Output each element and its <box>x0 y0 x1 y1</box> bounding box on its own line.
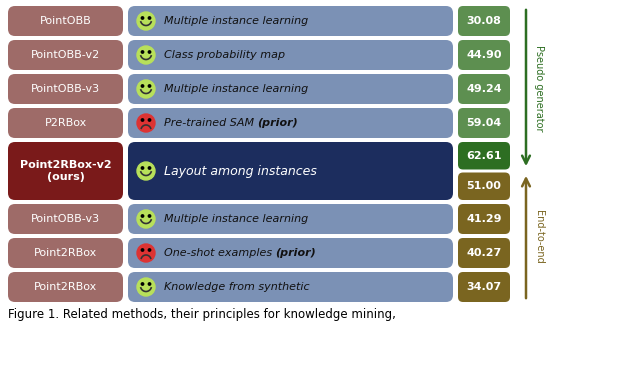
Circle shape <box>148 17 150 19</box>
Text: 34.07: 34.07 <box>467 282 502 292</box>
Text: 62.61: 62.61 <box>467 151 502 161</box>
Circle shape <box>141 51 144 53</box>
Text: Point2RBox: Point2RBox <box>34 282 97 292</box>
Circle shape <box>137 210 155 228</box>
FancyBboxPatch shape <box>458 6 510 36</box>
Circle shape <box>137 162 155 180</box>
FancyBboxPatch shape <box>128 142 453 200</box>
Text: PointOBB-v3: PointOBB-v3 <box>31 214 100 224</box>
Text: 59.04: 59.04 <box>467 118 502 128</box>
Text: Knowledge from synthetic: Knowledge from synthetic <box>164 282 310 292</box>
FancyBboxPatch shape <box>128 204 453 234</box>
Circle shape <box>148 119 150 121</box>
Text: Multiple instance learning: Multiple instance learning <box>164 84 308 94</box>
Circle shape <box>141 85 144 87</box>
Text: 41.29: 41.29 <box>467 214 502 224</box>
Text: (prior): (prior) <box>276 248 316 258</box>
FancyBboxPatch shape <box>128 40 453 70</box>
FancyBboxPatch shape <box>128 6 453 36</box>
Circle shape <box>137 80 155 98</box>
Text: Multiple instance learning: Multiple instance learning <box>164 214 308 224</box>
FancyBboxPatch shape <box>128 74 453 104</box>
FancyBboxPatch shape <box>458 204 510 234</box>
Circle shape <box>137 114 155 132</box>
FancyBboxPatch shape <box>458 142 510 169</box>
Circle shape <box>148 85 150 87</box>
Text: P2RBox: P2RBox <box>44 118 86 128</box>
FancyBboxPatch shape <box>8 272 123 302</box>
FancyBboxPatch shape <box>8 204 123 234</box>
Text: Class probability map: Class probability map <box>164 50 285 60</box>
Circle shape <box>141 167 144 169</box>
Text: 51.00: 51.00 <box>467 181 501 191</box>
Text: Layout among instances: Layout among instances <box>164 164 317 177</box>
Text: Point2RBox-v2
(ours): Point2RBox-v2 (ours) <box>20 160 111 182</box>
FancyBboxPatch shape <box>458 238 510 268</box>
Text: PointOBB-v3: PointOBB-v3 <box>31 84 100 94</box>
Text: 30.08: 30.08 <box>467 16 501 26</box>
FancyBboxPatch shape <box>8 74 123 104</box>
FancyBboxPatch shape <box>8 40 123 70</box>
Text: One-shot examples: One-shot examples <box>164 248 276 258</box>
FancyBboxPatch shape <box>8 108 123 138</box>
Text: Multiple instance learning: Multiple instance learning <box>164 16 308 26</box>
FancyBboxPatch shape <box>128 238 453 268</box>
Text: 44.90: 44.90 <box>467 50 502 60</box>
Circle shape <box>141 249 144 251</box>
Text: Pre-trained SAM: Pre-trained SAM <box>164 118 258 128</box>
Circle shape <box>137 244 155 262</box>
Circle shape <box>141 119 144 121</box>
Circle shape <box>141 215 144 217</box>
Circle shape <box>137 12 155 30</box>
FancyBboxPatch shape <box>458 40 510 70</box>
Circle shape <box>148 249 150 251</box>
Text: Point2RBox: Point2RBox <box>34 248 97 258</box>
Text: Figure 1. Related methods, their principles for knowledge mining,: Figure 1. Related methods, their princip… <box>8 308 396 321</box>
FancyBboxPatch shape <box>128 108 453 138</box>
FancyBboxPatch shape <box>458 74 510 104</box>
FancyBboxPatch shape <box>458 108 510 138</box>
Text: Pseudo generator: Pseudo generator <box>534 45 544 131</box>
Circle shape <box>137 278 155 296</box>
FancyBboxPatch shape <box>458 272 510 302</box>
Circle shape <box>148 167 150 169</box>
FancyBboxPatch shape <box>8 6 123 36</box>
Text: 49.24: 49.24 <box>466 84 502 94</box>
Circle shape <box>148 215 150 217</box>
Text: PointOBB-v2: PointOBB-v2 <box>31 50 100 60</box>
Text: 40.27: 40.27 <box>467 248 502 258</box>
FancyBboxPatch shape <box>8 142 123 200</box>
Text: End-to-end: End-to-end <box>534 210 544 264</box>
Circle shape <box>141 17 144 19</box>
FancyBboxPatch shape <box>128 272 453 302</box>
Circle shape <box>148 51 150 53</box>
FancyBboxPatch shape <box>458 172 510 200</box>
Circle shape <box>148 283 150 285</box>
Circle shape <box>137 46 155 64</box>
Text: PointOBB: PointOBB <box>40 16 92 26</box>
Text: (prior): (prior) <box>258 118 298 128</box>
FancyBboxPatch shape <box>8 238 123 268</box>
Circle shape <box>141 283 144 285</box>
